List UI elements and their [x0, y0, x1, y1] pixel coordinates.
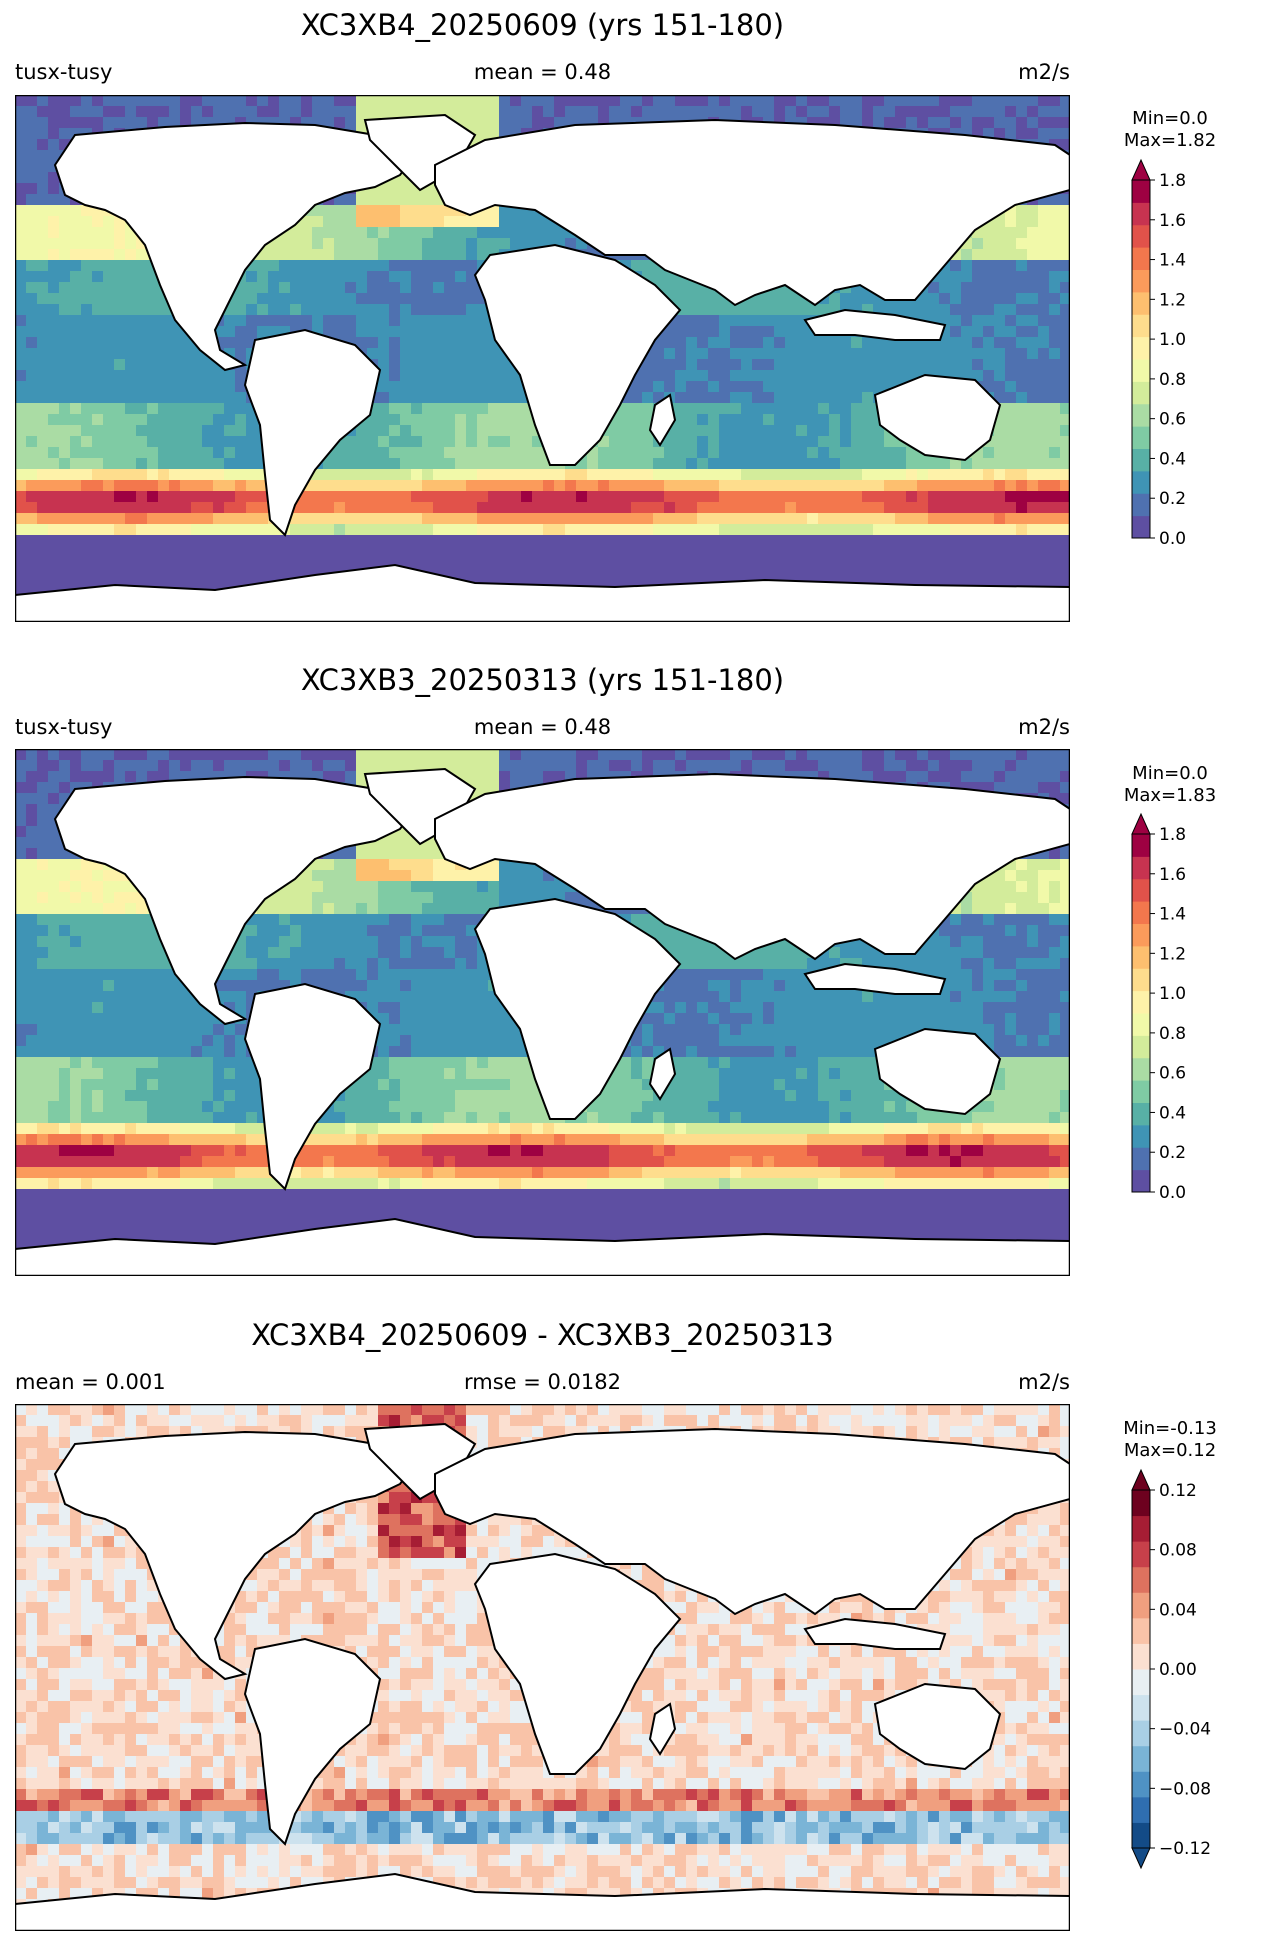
center-label: mean = 0.48: [473, 60, 612, 84]
units-label: m2/s: [1018, 1370, 1070, 1394]
colorbar-tick-label: 1.6: [1159, 211, 1186, 231]
colorbar-tick-label: 0.8: [1159, 1024, 1186, 1044]
map-plot: [15, 1404, 1070, 1931]
colorbar: 0.0 0.2 0.4 0.6 0.8 1.0 1.2 1.4 1.6 1.8: [1131, 158, 1186, 549]
center-label: rmse = 0.0182: [463, 1370, 621, 1394]
colorbar-max-label: Max=0.12: [1123, 1440, 1217, 1461]
colorbar-max-label: Max=1.83: [1123, 785, 1217, 806]
colorbar-tick-label: −0.08: [1159, 1779, 1211, 1799]
colorbar-tick-label: 1.0: [1159, 984, 1186, 1004]
colorbar-tick-label: 0.00: [1159, 1660, 1197, 1680]
colorbar-tick-label: 0.2: [1159, 1143, 1186, 1163]
colorbar-min-label: Min=0.0: [1132, 763, 1208, 784]
colorbar-tick-label: −0.04: [1159, 1720, 1211, 1740]
colorbar-tick-label: 0.08: [1159, 1541, 1197, 1561]
colorbar-tick-label: 1.6: [1159, 865, 1186, 885]
colorbar-min-label: Min=-0.13: [1123, 1418, 1217, 1439]
panel-title: XC3XB3_20250313 (yrs 151-180): [300, 663, 785, 697]
colorbar-tick-label: 0.04: [1159, 1600, 1197, 1620]
colorbar-tick-label: 0.0: [1159, 1183, 1186, 1203]
colorbar-tick-label: 1.4: [1159, 251, 1186, 271]
colorbar-min-label: Min=0.0: [1132, 108, 1208, 129]
colorbar: −0.12 −0.08 −0.04 0.00 0.04 0.08 0.12: [1131, 1468, 1211, 1870]
colorbar-tick-label: 0.6: [1159, 410, 1186, 430]
map-plot: [15, 95, 1070, 622]
colorbar-tick-label: 0.12: [1159, 1481, 1197, 1501]
colorbar: 0.0 0.2 0.4 0.6 0.8 1.0 1.2 1.4 1.6 1.8: [1131, 812, 1186, 1203]
colorbar-tick-label: 1.2: [1159, 290, 1186, 310]
colorbar-tick-label: 1.0: [1159, 330, 1186, 350]
colorbar-tick-label: 0.8: [1159, 370, 1186, 390]
panel-title: XC3XB4_20250609 - XC3XB3_20250313: [251, 1318, 834, 1352]
colorbar-tick-label: 0.4: [1159, 449, 1186, 469]
panel-title: XC3XB4_20250609 (yrs 151-180): [300, 8, 785, 42]
colorbar-max-label: Max=1.82: [1123, 130, 1217, 151]
units-label: m2/s: [1018, 60, 1070, 84]
colorbar-tick-label: 1.4: [1159, 905, 1186, 925]
colorbar-tick-label: 0.6: [1159, 1064, 1186, 1084]
left-label: mean = 0.001: [15, 1370, 166, 1394]
map-plot: [15, 749, 1070, 1276]
colorbar-tick-label: 0.2: [1159, 489, 1186, 509]
colorbar-tick-label: 0.4: [1159, 1103, 1186, 1123]
colorbar-tick-label: 0.0: [1159, 529, 1186, 549]
left-label: tusx-tusy: [15, 60, 113, 84]
colorbar-tick-label: 1.8: [1159, 171, 1186, 191]
left-label: tusx-tusy: [15, 715, 113, 739]
colorbar-tick-label: −0.12: [1159, 1839, 1211, 1859]
units-label: m2/s: [1018, 715, 1070, 739]
colorbar-tick-label: 1.8: [1159, 825, 1186, 845]
center-label: mean = 0.48: [473, 715, 612, 739]
colorbar-tick-label: 1.2: [1159, 944, 1186, 964]
